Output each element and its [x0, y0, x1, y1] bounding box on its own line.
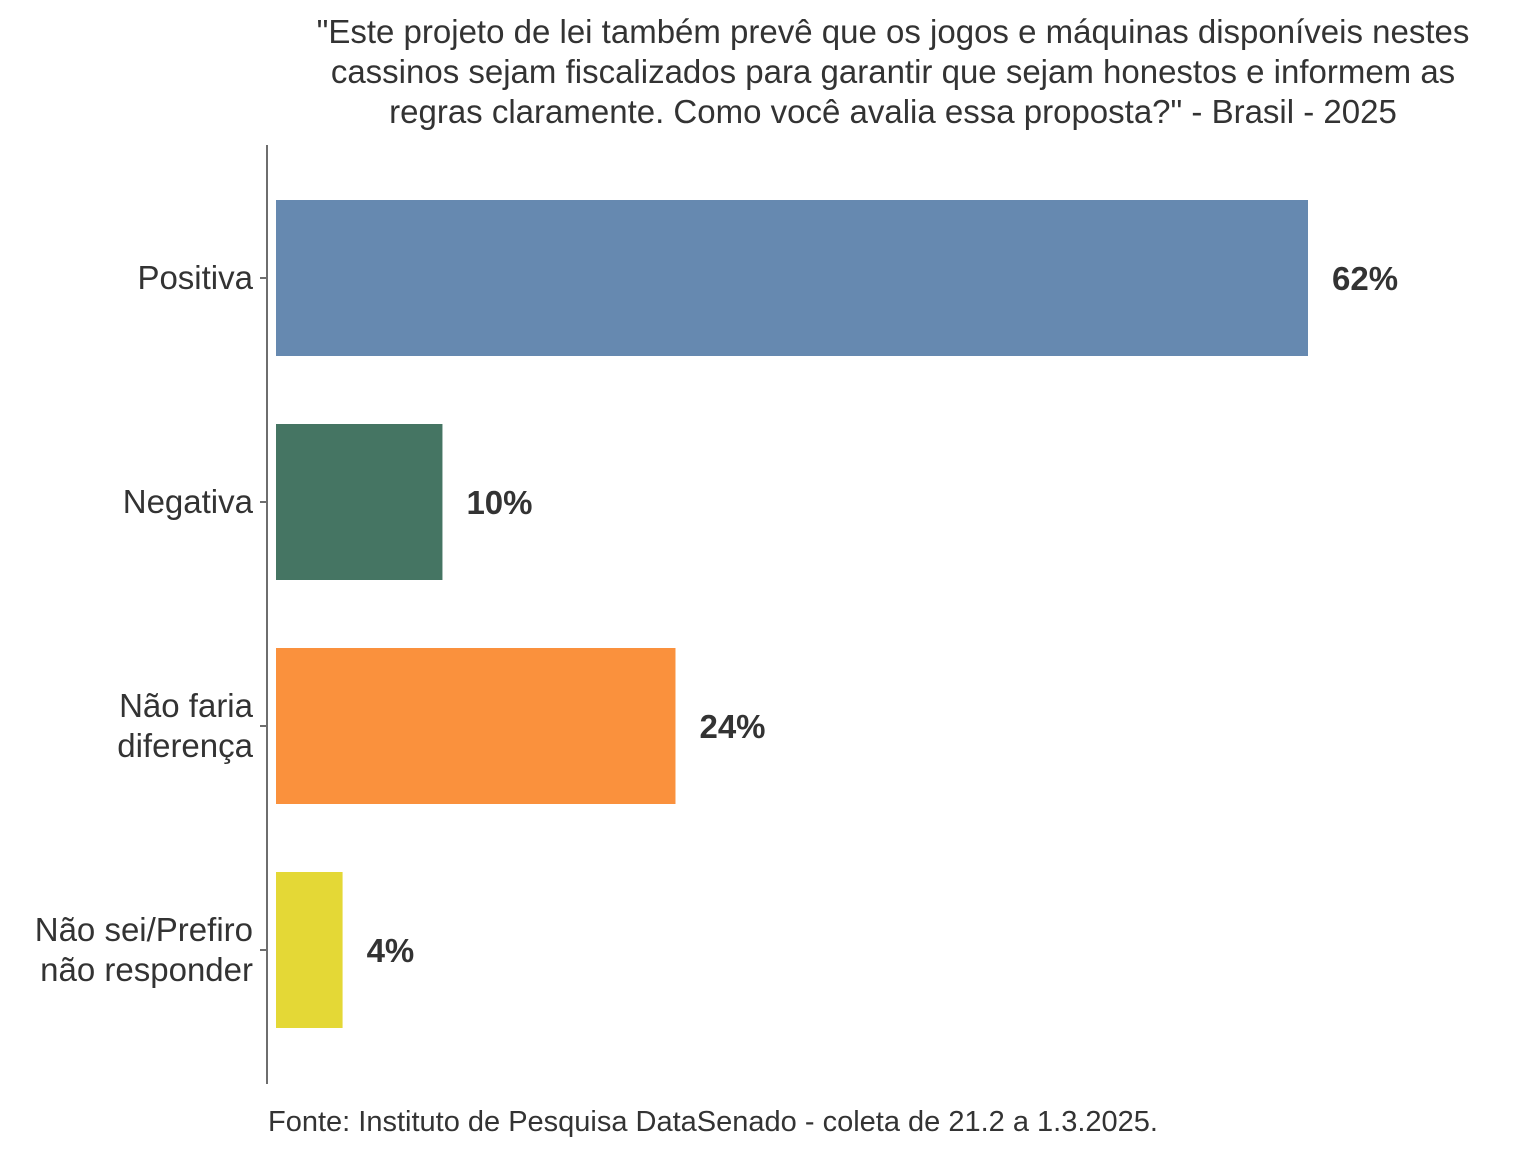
y-axis-ticks: [260, 277, 267, 951]
data-label: 4%: [367, 932, 415, 969]
data-labels: 62% 10% 24% 4%: [367, 260, 1398, 969]
chart-title-line: cassinos sejam fiscalizados para garanti…: [331, 53, 1455, 90]
category-label: diferença: [117, 727, 253, 764]
source-note: Fonte: Instituto de Pesquisa DataSenado …: [268, 1106, 1158, 1138]
chart-title-line: regras claramente. Como você avalia essa…: [389, 93, 1397, 130]
category-label: não responder: [40, 951, 253, 988]
bar: [276, 872, 343, 1028]
bars: [276, 200, 1308, 1028]
chart-title: "Este projeto de lei também prevê que os…: [317, 13, 1470, 130]
chart-title-line: "Este projeto de lei também prevê que os…: [317, 13, 1470, 50]
bar: [276, 424, 443, 580]
bar: [276, 648, 676, 804]
category-label: Não sei/Prefiro: [35, 911, 253, 948]
category-label: Negativa: [123, 483, 254, 520]
category-label: Positiva: [137, 259, 253, 296]
category-label: Não faria: [119, 687, 254, 724]
data-label: 10%: [466, 484, 532, 521]
bar: [276, 200, 1308, 356]
data-label: 24%: [699, 708, 765, 745]
data-label: 62%: [1332, 260, 1398, 297]
